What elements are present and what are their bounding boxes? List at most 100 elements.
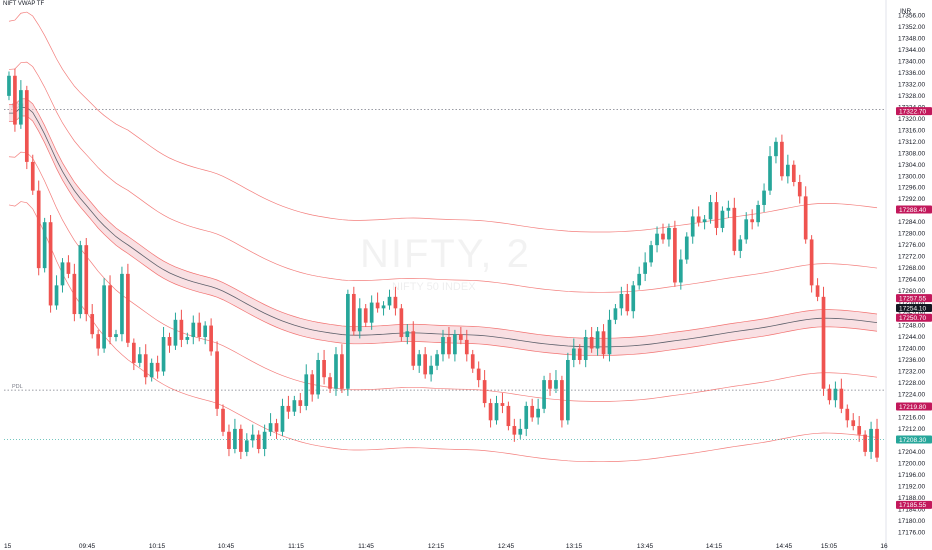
candle-body: [869, 428, 873, 452]
candle-body: [803, 196, 808, 240]
candle: [708, 194, 713, 224]
candle-body: [7, 75, 11, 96]
price-tick-label: 17356.00: [898, 12, 925, 19]
candle-body: [280, 405, 285, 432]
candle-body: [482, 380, 487, 404]
candle-body: [738, 239, 743, 251]
candle: [84, 237, 89, 322]
candle: [851, 413, 856, 431]
candle: [613, 304, 618, 325]
candle-body: [423, 354, 428, 375]
candle-body: [601, 331, 606, 355]
candle: [803, 186, 808, 244]
time-tick-label: 12:45: [498, 543, 515, 550]
price-tick-label: 17180.00: [898, 518, 925, 525]
candle-body: [506, 405, 511, 427]
candle: [809, 235, 814, 293]
price-tick-label: 17336.00: [898, 70, 925, 77]
candle: [571, 338, 576, 368]
candle: [363, 304, 368, 327]
price-tag-bg: [896, 294, 932, 303]
candle-body: [405, 331, 410, 338]
price-tag: 17288.40: [896, 205, 932, 214]
candle: [155, 355, 160, 379]
price-tick-label: 17292.00: [898, 196, 925, 203]
candle-body: [512, 426, 517, 435]
candle-body: [126, 273, 130, 343]
candle-body: [357, 308, 362, 332]
candle-body: [143, 354, 148, 378]
candle: [316, 352, 320, 399]
candle-body: [786, 164, 790, 177]
candle: [774, 137, 778, 164]
candle: [114, 329, 118, 342]
candle-body: [827, 388, 832, 401]
candle: [786, 154, 790, 184]
candle: [66, 255, 71, 279]
candle: [209, 318, 213, 356]
candle: [506, 401, 511, 431]
symbol-watermark: NIFTY, 2: [360, 232, 531, 276]
candle: [827, 384, 832, 405]
candle-body: [625, 293, 630, 312]
candle: [637, 266, 642, 290]
candle: [250, 424, 255, 448]
candle: [262, 424, 267, 457]
candle: [482, 370, 487, 408]
candle: [215, 341, 219, 416]
time-tick-label: 15: [4, 543, 12, 550]
price-axis[interactable]: INR 17176.00 17180.00 17184.00 17188.00 17192…: [885, 0, 925, 550]
candle-body: [595, 331, 600, 349]
candle: [161, 326, 166, 376]
time-tick-label: 11:45: [358, 543, 374, 550]
time-tick-label: 16: [880, 543, 888, 550]
candle: [304, 364, 309, 411]
candle: [274, 418, 279, 439]
candle-body: [476, 368, 481, 381]
price-tag-label: 17208.30: [899, 437, 926, 444]
candle: [108, 275, 112, 345]
candle-body: [411, 331, 416, 366]
candle: [42, 217, 47, 273]
candle: [756, 200, 760, 227]
candle-body: [286, 405, 291, 412]
price-tick-label: 17332.00: [898, 81, 925, 88]
candle: [173, 312, 178, 350]
candle-body: [655, 233, 659, 246]
candle-body: [322, 360, 326, 378]
candle: [667, 223, 671, 247]
candle-body: [250, 434, 255, 441]
price-tick-label: 17228.00: [898, 380, 925, 387]
candle: [346, 289, 350, 396]
vwap-envelope-bands: [8, 11, 878, 463]
candle-body: [458, 334, 463, 340]
price-tag-bg: [896, 313, 932, 322]
candle: [24, 85, 29, 170]
candle: [732, 197, 737, 256]
candle-body: [298, 400, 303, 406]
candle-body: [619, 293, 624, 309]
time-tick-label: 12:15: [428, 543, 445, 550]
candle-body: [369, 302, 374, 323]
price-tag-bg: [896, 107, 932, 116]
candle-body: [173, 319, 178, 346]
candle-body: [708, 202, 713, 220]
candle: [649, 240, 653, 267]
candle-body: [494, 403, 499, 421]
candle: [96, 329, 100, 356]
candle-body: [24, 90, 29, 162]
price-tick-label: 17244.00: [898, 334, 925, 341]
candle: [577, 344, 582, 365]
candle-body: [429, 365, 433, 375]
candle: [875, 418, 879, 462]
candle: [530, 398, 535, 422]
candle: [54, 275, 59, 310]
price-tag: 17208.30: [896, 435, 932, 444]
price-tick-label: 17280.00: [898, 231, 925, 238]
time-axis[interactable]: 15 09:45 10:15 10:45 11:15 11:45 12:15 12:45 13:…: [4, 543, 888, 550]
candle-body: [191, 322, 196, 338]
candle: [566, 352, 570, 425]
candle-body: [36, 190, 41, 269]
candle-body: [167, 337, 172, 346]
